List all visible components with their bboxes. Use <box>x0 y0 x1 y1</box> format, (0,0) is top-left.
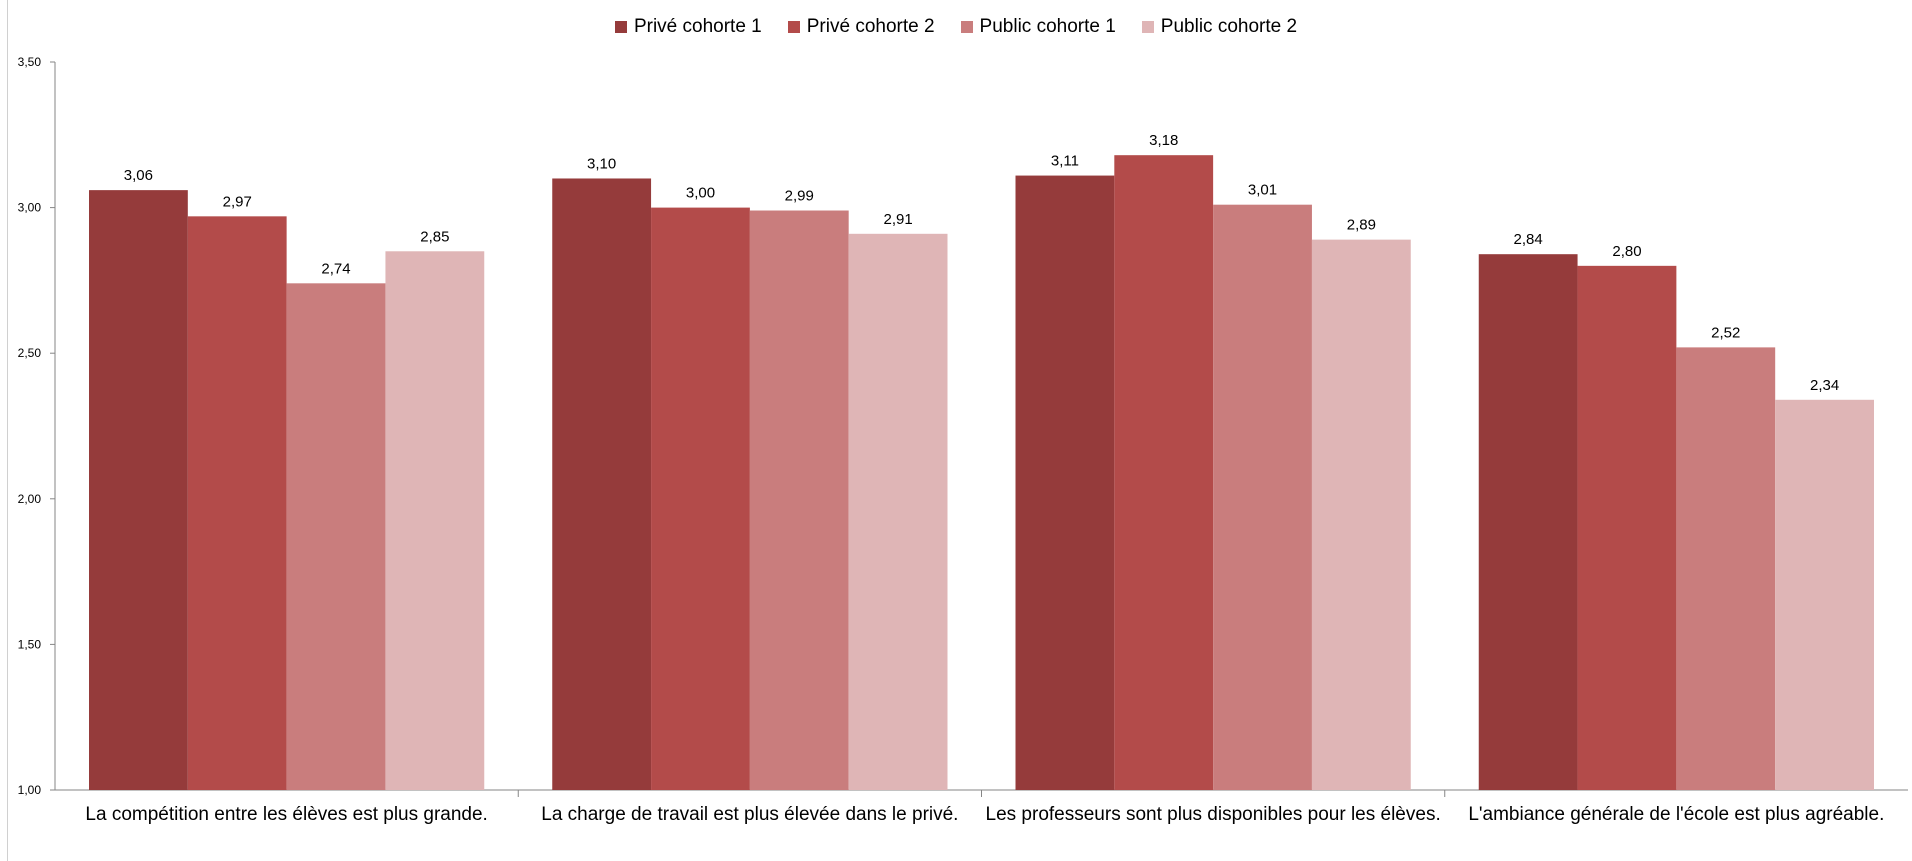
data-label: 2,85 <box>420 228 449 245</box>
data-label: 2,74 <box>321 260 350 277</box>
bar <box>1213 204 1312 791</box>
data-label: 2,99 <box>785 188 814 205</box>
category-label: L'ambiance générale de l'école est plus … <box>1468 804 1884 825</box>
data-label: 3,18 <box>1149 132 1178 149</box>
data-label: 2,89 <box>1347 217 1376 234</box>
legend-swatch <box>1141 21 1154 33</box>
legend-item: Public cohorte 2 <box>1141 16 1298 38</box>
y-tick-label: 3,50 <box>18 55 42 69</box>
bar <box>552 178 652 791</box>
legend-item: Privé cohorte 2 <box>787 16 935 38</box>
bar <box>749 210 849 791</box>
bar <box>385 251 485 790</box>
bar <box>1577 265 1677 791</box>
data-label: 3,06 <box>124 167 153 184</box>
y-tick-label: 2,00 <box>18 492 42 506</box>
bar <box>1114 155 1214 790</box>
y-tick-label: 2,50 <box>18 346 42 360</box>
chart-frame-border <box>7 0 8 861</box>
legend-swatch <box>960 21 973 33</box>
bar <box>651 207 750 791</box>
bar <box>89 190 188 791</box>
legend-swatch <box>614 21 627 33</box>
data-label: 3,01 <box>1248 182 1277 199</box>
bar <box>848 233 948 791</box>
legend-label: Privé cohorte 2 <box>806 16 935 37</box>
data-label: 2,80 <box>1612 243 1641 260</box>
category-label: Les professeurs sont plus disponibles po… <box>986 804 1441 825</box>
category-label: La charge de travail est plus élevée dan… <box>541 804 958 825</box>
legend-swatch <box>787 21 800 33</box>
data-label: 3,00 <box>686 185 715 202</box>
data-label: 2,52 <box>1711 324 1740 341</box>
data-label: 3,11 <box>1051 153 1079 170</box>
legend: Privé cohorte 1 Privé cohorte 2 Public coh… <box>0 16 1912 38</box>
data-label: 3,10 <box>587 155 616 172</box>
legend-label: Public cohorte 1 <box>979 16 1116 37</box>
y-tick-label: 1,00 <box>18 783 42 797</box>
bar <box>286 283 386 790</box>
legend-label: Public cohorte 2 <box>1160 16 1298 37</box>
data-label: 2,97 <box>223 193 252 210</box>
bar <box>1311 239 1411 790</box>
legend-label: Privé cohorte 1 <box>633 16 762 37</box>
data-label: 2,84 <box>1514 231 1543 248</box>
bar <box>187 216 287 790</box>
bar <box>1775 399 1874 790</box>
y-tick-label: 1,50 <box>18 637 42 651</box>
y-tick-label: 3,00 <box>18 201 42 215</box>
bar <box>1676 347 1776 790</box>
data-label: 2,91 <box>883 211 912 228</box>
legend-item: Public cohorte 1 <box>960 16 1116 38</box>
data-label: 2,34 <box>1810 377 1839 394</box>
legend-item: Privé cohorte 1 <box>614 16 762 38</box>
bar <box>1478 254 1578 790</box>
bar <box>1015 175 1115 790</box>
category-label: La compétition entre les élèves est plus… <box>85 804 487 825</box>
